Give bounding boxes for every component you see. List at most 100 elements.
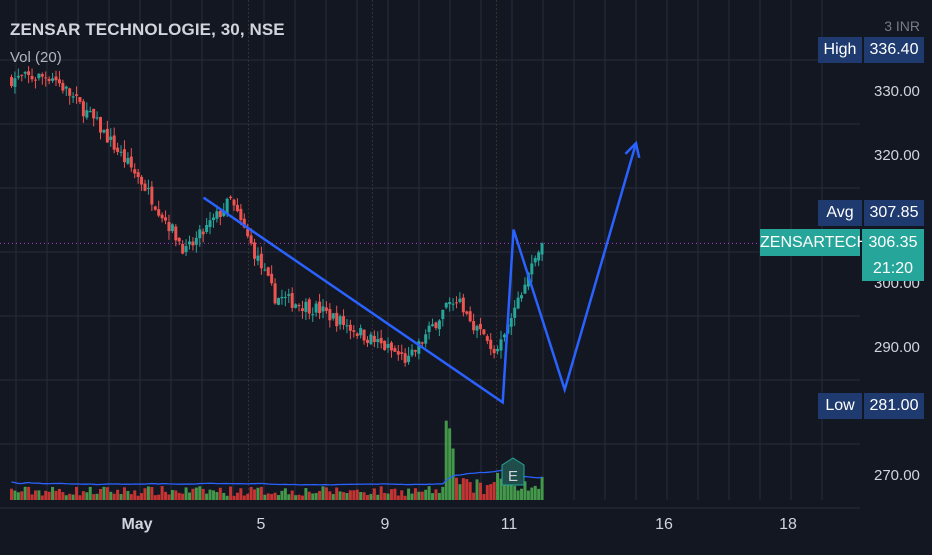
candle-body xyxy=(232,199,236,206)
volume-bar xyxy=(424,489,428,500)
volume-bar xyxy=(407,488,411,500)
candle xyxy=(218,208,222,226)
volume-bar xyxy=(277,495,280,500)
volume-bar xyxy=(23,486,27,500)
candle-body xyxy=(342,316,346,325)
candle xyxy=(431,318,435,327)
candle xyxy=(71,92,75,103)
volume-bar xyxy=(266,493,270,500)
candle-body xyxy=(280,296,284,299)
candle-body xyxy=(383,340,387,350)
candle-body xyxy=(458,298,462,302)
volume-bar xyxy=(383,492,387,500)
volume-bar xyxy=(366,495,369,500)
candle xyxy=(57,70,61,87)
candle-body xyxy=(475,325,479,331)
candle-body xyxy=(10,77,13,86)
candle-body xyxy=(468,311,472,322)
candle xyxy=(181,240,185,255)
volume-bar xyxy=(99,488,102,500)
candle-body xyxy=(235,204,239,212)
candle-body xyxy=(277,298,280,305)
volume-bar xyxy=(290,490,294,500)
candle xyxy=(366,336,369,348)
candle xyxy=(64,85,68,96)
candle-body xyxy=(88,111,92,113)
candle-body xyxy=(68,88,72,96)
candle-body xyxy=(194,237,198,245)
candle xyxy=(540,242,544,261)
candle-body xyxy=(81,101,85,117)
candle xyxy=(92,108,96,127)
volume-bar xyxy=(20,491,24,500)
candle xyxy=(516,291,520,310)
candle-body xyxy=(502,334,506,338)
candle xyxy=(211,213,215,228)
candle-body xyxy=(287,294,291,296)
volume-bar xyxy=(526,490,530,500)
candle xyxy=(51,72,55,83)
candle-body xyxy=(201,231,205,235)
candle-body xyxy=(225,198,229,214)
volume-bar xyxy=(27,486,31,500)
volume-bar xyxy=(492,482,496,500)
candle-body xyxy=(482,329,486,335)
candle-body xyxy=(157,209,161,216)
candle-body xyxy=(116,147,120,152)
volume-bar xyxy=(389,489,393,500)
volume-bar xyxy=(208,489,212,500)
volume-bar xyxy=(369,493,373,500)
volume-bar xyxy=(324,487,328,500)
candle-body xyxy=(472,321,476,331)
candle xyxy=(485,334,489,345)
volume-bar xyxy=(444,420,448,500)
volume-bar xyxy=(355,489,359,500)
earnings-marker[interactable]: E xyxy=(501,457,525,486)
volume-bar xyxy=(57,488,61,500)
candle-body xyxy=(105,128,109,143)
candle-body xyxy=(451,303,455,305)
volume-bar xyxy=(235,492,239,500)
candle-body xyxy=(386,343,390,348)
candle xyxy=(160,212,164,223)
candle xyxy=(307,297,311,320)
volume-bar xyxy=(242,495,246,500)
candle xyxy=(184,239,188,257)
candle-body xyxy=(47,78,51,81)
candle-body xyxy=(294,304,298,308)
candle xyxy=(136,168,140,184)
candle-body xyxy=(85,110,89,118)
candle xyxy=(23,70,27,79)
volume-bar xyxy=(393,488,397,500)
candle-body xyxy=(126,157,130,164)
chart-title: ZENSAR TECHNOLOGIE, 30, NSE xyxy=(10,20,285,39)
candle-body xyxy=(205,225,209,232)
candle-body xyxy=(177,237,181,242)
candle-body xyxy=(283,296,287,298)
volume-ma-line xyxy=(11,468,543,486)
candle-body xyxy=(516,297,520,309)
volume-bar xyxy=(253,489,257,500)
candle xyxy=(126,152,130,165)
volume-bar xyxy=(102,486,106,500)
candle-body xyxy=(485,336,489,341)
volume-indicator-label[interactable]: Vol (20) xyxy=(10,49,62,66)
candle xyxy=(170,223,174,233)
candle xyxy=(27,66,31,84)
x-tick-label: 11 xyxy=(500,516,518,533)
candle-body xyxy=(102,129,106,133)
candle xyxy=(537,250,541,267)
candle-body xyxy=(167,221,171,232)
volume-bar xyxy=(177,492,181,500)
candle-body xyxy=(413,350,417,352)
candle xyxy=(372,330,376,348)
volume-bar xyxy=(516,490,520,500)
candle-body xyxy=(297,305,301,307)
volume-bar xyxy=(184,487,188,500)
volume-bar xyxy=(211,490,215,500)
candle-body xyxy=(78,97,82,102)
candle-body xyxy=(215,211,219,219)
candle xyxy=(300,300,304,319)
